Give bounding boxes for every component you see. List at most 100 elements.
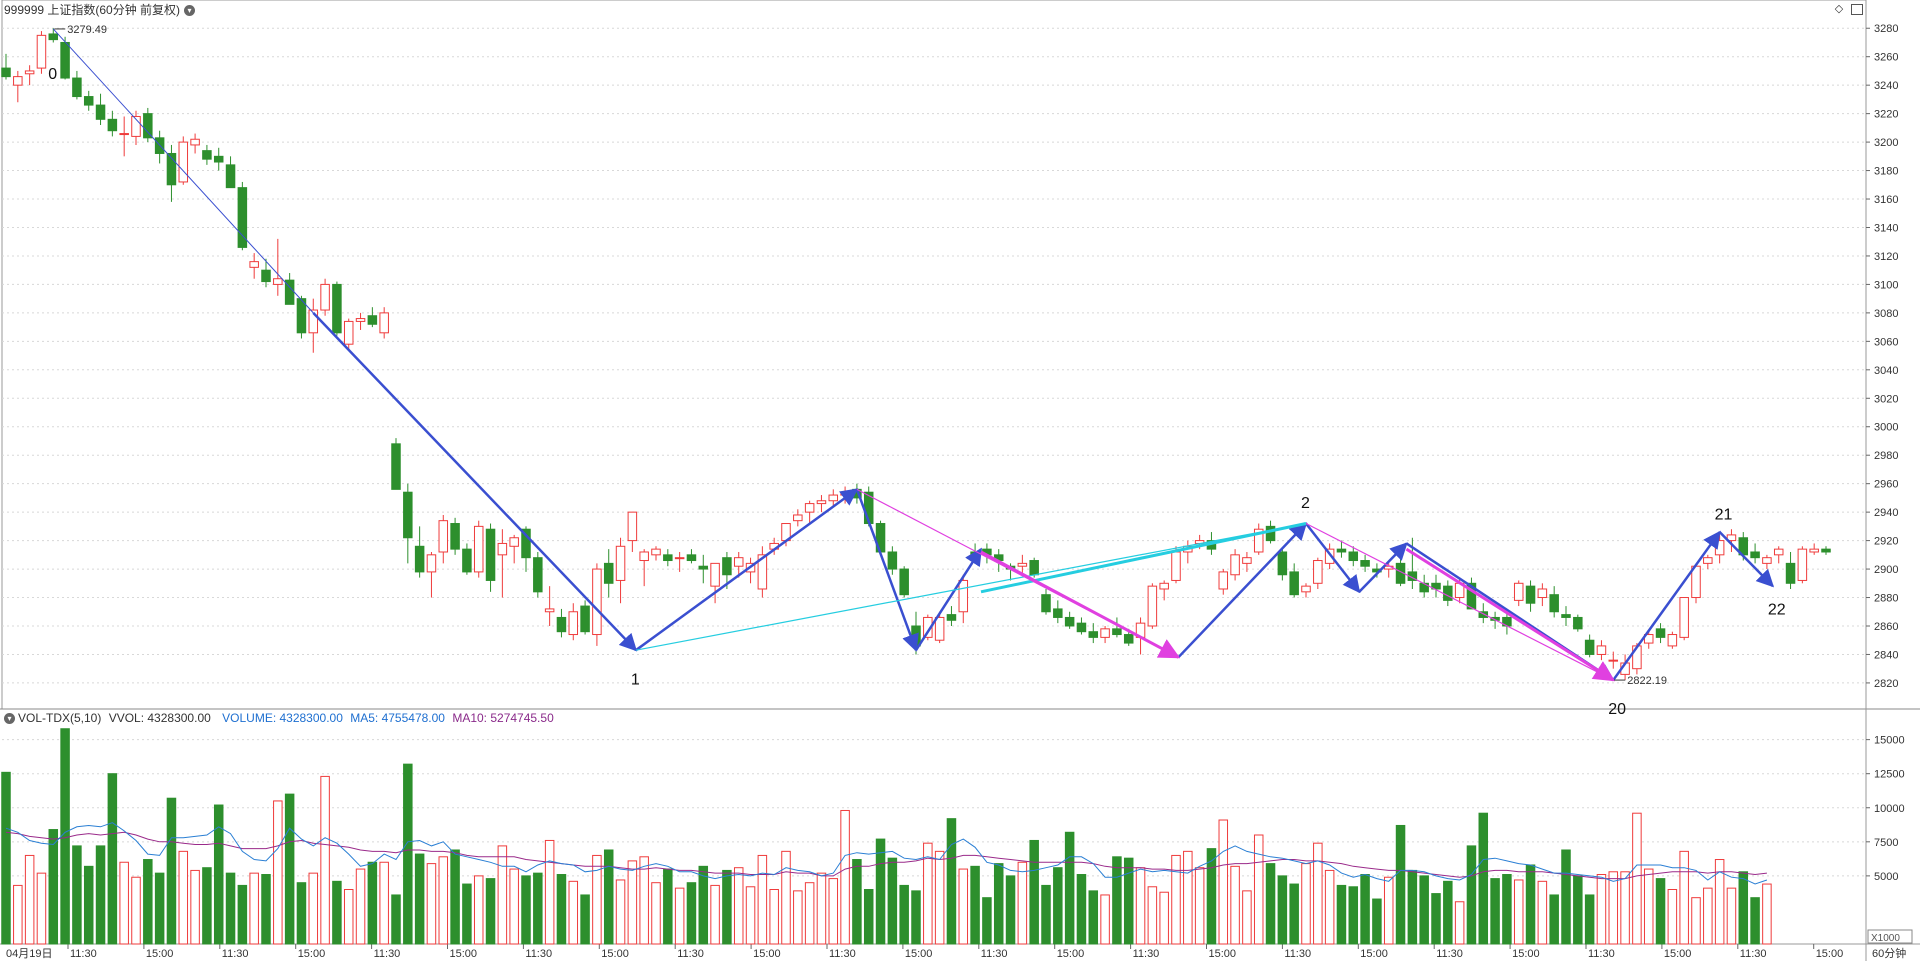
volume-bar	[1194, 867, 1205, 945]
volume-bar	[178, 850, 189, 945]
candle	[225, 156, 236, 189]
diamond-icon[interactable]: ◇	[1834, 3, 1844, 15]
candle-body	[603, 562, 614, 584]
candle	[816, 495, 827, 513]
candle-body	[261, 269, 271, 283]
candle	[1667, 631, 1678, 649]
candle-body	[663, 554, 673, 562]
candle	[627, 511, 638, 552]
candle-body	[556, 616, 567, 633]
time-tick-label: 11:30	[525, 948, 552, 960]
panel-toggle-icon[interactable]	[1851, 3, 1864, 15]
candle	[663, 549, 673, 567]
volume-bar	[473, 875, 484, 945]
volume-bar	[1218, 819, 1229, 945]
trend-line	[52, 28, 314, 314]
volume-bar	[1608, 871, 1619, 945]
channel-line-cyan	[635, 522, 1307, 651]
candle-body	[1289, 571, 1299, 596]
volume-bar	[438, 856, 449, 945]
volume-bar	[970, 865, 980, 945]
wave-arrow	[1177, 522, 1308, 659]
candle	[213, 147, 224, 171]
candle-body	[1773, 548, 1784, 556]
time-tick-label: 15:00	[1209, 948, 1237, 960]
volume-bar	[143, 859, 153, 945]
volume-bar	[946, 818, 957, 945]
candle	[1679, 597, 1689, 641]
vvol-label: VVOL: 4328300.00	[108, 711, 211, 725]
candle-body	[686, 554, 697, 562]
price-tick-label: 3140	[1874, 222, 1898, 234]
volume-bar	[296, 882, 307, 945]
candle	[1525, 580, 1536, 612]
chevron-down-icon[interactable]: ▾	[4, 713, 15, 725]
time-tick-label: 15:00	[298, 948, 326, 960]
candle-body	[1762, 557, 1772, 564]
candle	[95, 93, 106, 126]
candle	[1147, 583, 1158, 629]
candle	[237, 181, 248, 251]
volume-unit-label: X1000	[1871, 933, 1900, 944]
candle-body	[379, 312, 389, 334]
candle	[166, 144, 177, 202]
price-tick-label: 3060	[1874, 336, 1898, 348]
candle-body	[1750, 551, 1760, 559]
candle	[1584, 634, 1595, 658]
candle-body	[296, 298, 307, 334]
candle	[1596, 640, 1607, 661]
candle	[48, 28, 59, 43]
candle	[190, 133, 200, 154]
candle-body	[1537, 588, 1548, 599]
candle-body	[899, 568, 909, 596]
volume-bar	[852, 859, 862, 945]
ma5-line	[5, 822, 1768, 885]
candle-body	[533, 557, 543, 593]
volume-bar	[154, 872, 165, 945]
candle-body	[1785, 562, 1796, 584]
volume-bar	[391, 894, 401, 945]
chart-title: 999999 上证指数(60分钟 前复权)	[4, 3, 181, 17]
ma10-label: MA10: 5274745.50	[452, 711, 554, 725]
candle	[568, 603, 579, 641]
volume-bar	[568, 880, 579, 945]
candle-body	[757, 554, 768, 590]
chevron-down-icon[interactable]: ▾	[184, 5, 196, 17]
candle-body	[1017, 562, 1028, 567]
candle	[828, 489, 839, 507]
volume-bar	[1596, 874, 1607, 945]
candle	[1726, 529, 1737, 552]
candle-body	[934, 616, 945, 641]
volume-bar	[1088, 890, 1099, 945]
volume-bar	[509, 868, 519, 945]
volume-bar	[710, 884, 720, 945]
wave-arrow	[1612, 530, 1721, 681]
candle-body	[95, 104, 106, 120]
candle-body	[414, 545, 425, 573]
volume-bar	[1478, 812, 1489, 945]
candle-body	[1596, 645, 1607, 655]
channel-line-magenta	[980, 550, 1181, 659]
candle	[1750, 543, 1760, 564]
candle-body	[1525, 585, 1536, 604]
volume-bar	[1561, 849, 1571, 945]
volume-bar	[663, 868, 673, 945]
candle-body	[1360, 560, 1370, 567]
candle	[1242, 551, 1252, 572]
candle	[296, 295, 307, 339]
time-tick-label: 11:30	[1588, 948, 1615, 960]
candle	[958, 574, 969, 624]
candle-body	[698, 565, 709, 570]
volume-bar	[131, 876, 141, 945]
time-tick-label: 15:00	[450, 948, 478, 960]
candle	[308, 298, 319, 353]
candle	[426, 551, 437, 598]
candle	[615, 537, 626, 604]
candle	[72, 70, 82, 100]
candle-body	[1821, 548, 1831, 553]
candle-body	[60, 41, 70, 79]
candle	[1277, 549, 1288, 581]
wave-arrow	[1358, 542, 1408, 593]
candle-body	[48, 33, 59, 41]
